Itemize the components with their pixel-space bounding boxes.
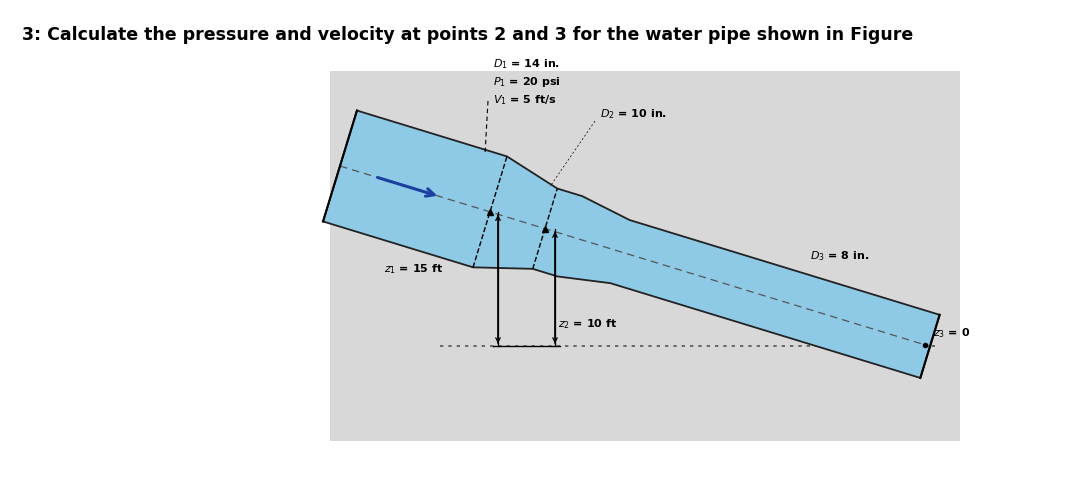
Text: $D_3$ = 8 in.: $D_3$ = 8 in. — [810, 249, 869, 263]
Polygon shape — [323, 111, 940, 378]
Text: $z_1$ = 15 ft: $z_1$ = 15 ft — [383, 262, 443, 276]
Text: $D_1$ = 14 in.: $D_1$ = 14 in. — [492, 57, 561, 71]
Text: 3: Calculate the pressure and velocity at points 2 and 3 for the water pipe show: 3: Calculate the pressure and velocity a… — [22, 26, 914, 44]
Text: $z_2$ = 10 ft: $z_2$ = 10 ft — [558, 317, 618, 331]
Text: $P_1$ = 20 psi: $P_1$ = 20 psi — [492, 75, 561, 89]
Text: $D_2$ = 10 in.: $D_2$ = 10 in. — [600, 107, 667, 121]
Text: $V_1$ = 5 ft/s: $V_1$ = 5 ft/s — [492, 93, 557, 107]
Bar — [330, 71, 960, 441]
Text: $z_3$ = 0: $z_3$ = 0 — [933, 326, 970, 340]
